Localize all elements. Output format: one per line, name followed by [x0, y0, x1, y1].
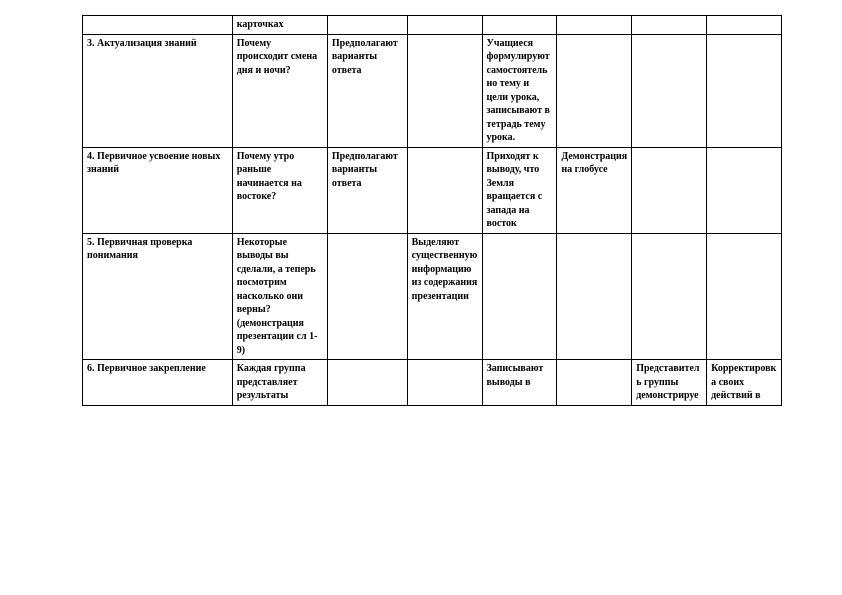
cell: карточках: [232, 16, 327, 35]
cell: [707, 16, 782, 35]
cell: Почему происходит смена дня и ночи?: [232, 34, 327, 147]
table-body: карточках 3. Актуализация знаний Почему …: [83, 16, 782, 406]
table-row: 5. Первичная проверка понимания Некоторы…: [83, 233, 782, 360]
cell: [407, 360, 482, 406]
cell: [407, 34, 482, 147]
cell: [707, 34, 782, 147]
cell: [557, 34, 632, 147]
cell: [83, 16, 233, 35]
cell: 5. Первичная проверка понимания: [83, 233, 233, 360]
cell: [407, 147, 482, 233]
cell: [327, 233, 407, 360]
cell: 6. Первичное закрепление: [83, 360, 233, 406]
cell: Демонстрация на глобусе: [557, 147, 632, 233]
table-row: 4. Первичное усвоение новых знаний Почем…: [83, 147, 782, 233]
cell: [482, 16, 557, 35]
cell: [632, 16, 707, 35]
cell: Выделяют существенную информацию из соде…: [407, 233, 482, 360]
cell: [632, 233, 707, 360]
cell: Учащиеся формулируют самостоятельно тему…: [482, 34, 557, 147]
page-container: карточках 3. Актуализация знаний Почему …: [82, 15, 782, 406]
table-row: карточках: [83, 16, 782, 35]
cell: [557, 16, 632, 35]
cell: [327, 360, 407, 406]
cell: Представитель группы демонстрируе: [632, 360, 707, 406]
cell: [707, 233, 782, 360]
lesson-plan-table: карточках 3. Актуализация знаний Почему …: [82, 15, 782, 406]
cell: [707, 147, 782, 233]
cell: Предполагают варианты ответа: [327, 147, 407, 233]
cell: [557, 233, 632, 360]
cell: Каждая группа представляет результаты: [232, 360, 327, 406]
cell: 3. Актуализация знаний: [83, 34, 233, 147]
cell: Приходят к выводу, что Земля вращается с…: [482, 147, 557, 233]
cell: Почему утро раньше начинается на востоке…: [232, 147, 327, 233]
cell: Некоторые выводы вы сделали, а теперь по…: [232, 233, 327, 360]
cell: [482, 233, 557, 360]
table-row: 3. Актуализация знаний Почему происходит…: [83, 34, 782, 147]
cell: [632, 34, 707, 147]
table-row: 6. Первичное закрепление Каждая группа п…: [83, 360, 782, 406]
cell: [557, 360, 632, 406]
cell: [407, 16, 482, 35]
cell: [327, 16, 407, 35]
cell: Корректировка своих действий в: [707, 360, 782, 406]
cell: Записывают выводы в: [482, 360, 557, 406]
cell: Предполагают варианты ответа: [327, 34, 407, 147]
cell: [632, 147, 707, 233]
cell: 4. Первичное усвоение новых знаний: [83, 147, 233, 233]
